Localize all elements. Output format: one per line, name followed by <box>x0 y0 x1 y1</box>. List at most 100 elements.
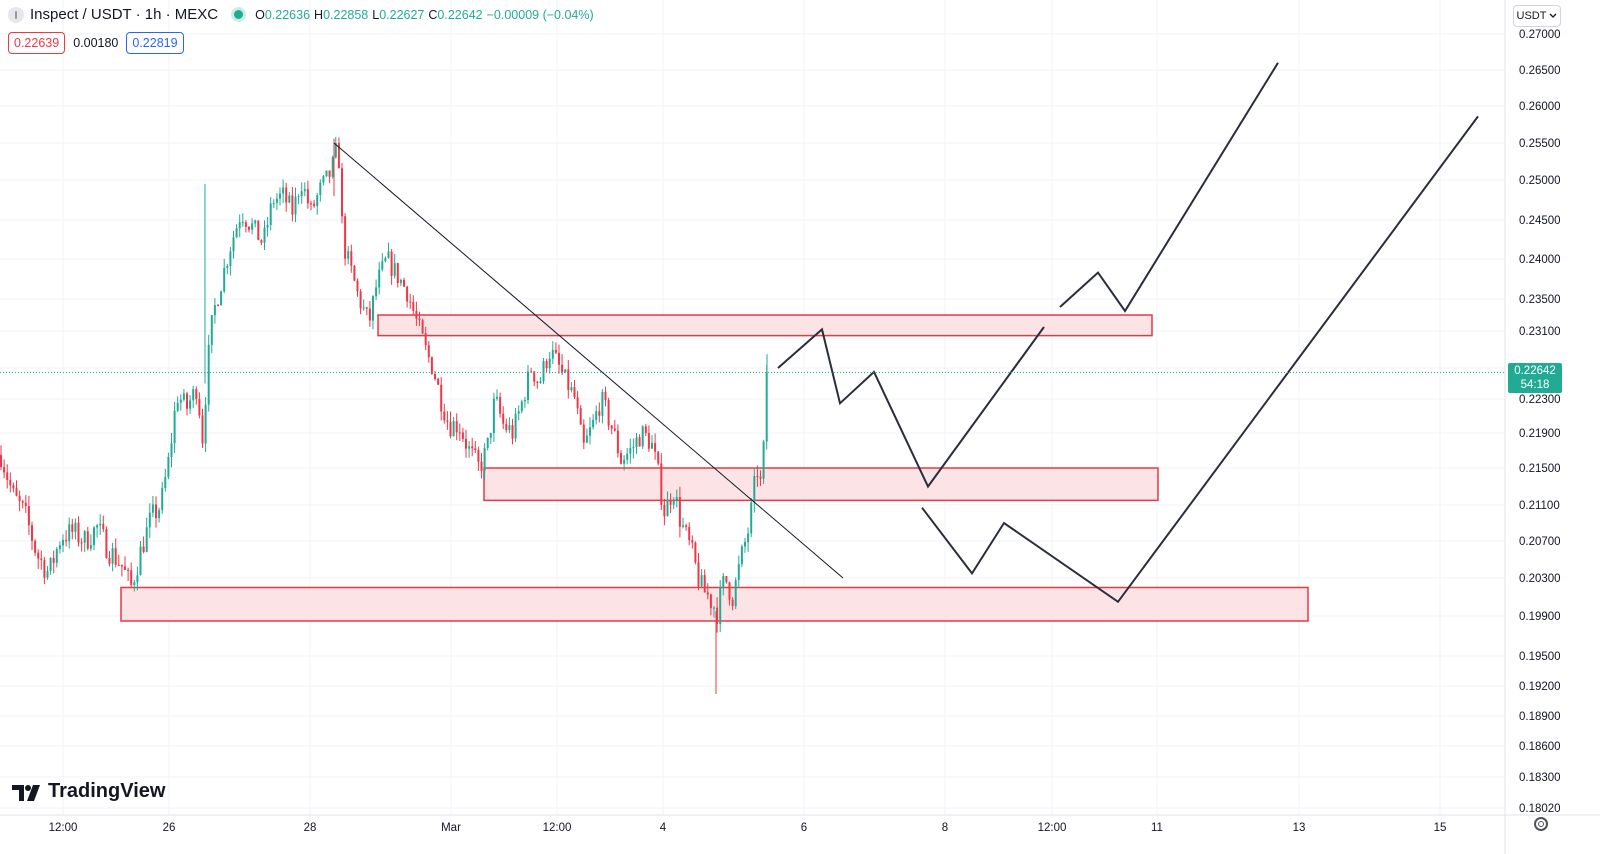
candle-body <box>406 286 409 302</box>
candle-body <box>18 495 21 502</box>
candle-body <box>483 448 486 471</box>
candle-body <box>750 502 753 534</box>
candle-body <box>713 607 715 609</box>
candle-body <box>127 569 130 571</box>
candle-body <box>765 372 768 442</box>
candle-body <box>455 421 458 433</box>
candle-body <box>378 269 381 288</box>
price-tick-label: 0.19900 <box>1519 611 1561 623</box>
candle-body <box>83 531 86 543</box>
candle-body <box>449 421 452 437</box>
time-tick-label: 12:00 <box>1038 822 1067 834</box>
time-tick-label: 11 <box>1151 822 1163 834</box>
tradingview-logo[interactable]: TradingView <box>12 780 165 803</box>
candle-body <box>418 318 421 321</box>
candle-body <box>644 426 647 434</box>
candle-body <box>387 251 390 258</box>
candle-body <box>421 320 424 334</box>
candle-body <box>164 476 167 489</box>
candle-body <box>489 433 492 438</box>
candle-body <box>443 411 446 421</box>
candle-body <box>322 176 325 183</box>
candle-body <box>551 349 554 359</box>
candle-body <box>86 531 89 549</box>
candle-body <box>437 378 440 385</box>
time-tick-label: 26 <box>163 822 176 834</box>
currency-selector[interactable]: USDT <box>1513 5 1561 27</box>
candle-body <box>170 443 173 458</box>
candle-body <box>502 413 505 424</box>
price-tick-label: 0.25000 <box>1519 175 1561 187</box>
candle-body <box>756 476 759 478</box>
sell-button[interactable]: 0.22639 <box>8 32 66 54</box>
candle-body <box>15 488 18 496</box>
projection-path <box>921 115 1479 604</box>
candle-body <box>43 560 46 578</box>
candle-body <box>688 526 691 541</box>
candle-body <box>520 401 523 412</box>
candle-body <box>722 576 725 588</box>
candle-body <box>706 592 709 595</box>
candle-body <box>691 540 694 543</box>
candle-body <box>207 344 210 405</box>
candle-body <box>685 525 688 527</box>
candle-body <box>124 566 126 570</box>
price-tick-label: 0.20700 <box>1519 536 1561 548</box>
price-tick-label: 0.19500 <box>1519 651 1561 663</box>
candle-body <box>725 576 728 583</box>
candle-body <box>362 307 365 309</box>
candle-body <box>201 415 204 444</box>
candle-body <box>266 225 269 228</box>
time-axis: 12:00 26 28 Mar 12:00 4 6 8 12:00 11 13 15 <box>0 814 1600 834</box>
bar-countdown: 54:18 <box>1520 379 1550 391</box>
candle-body <box>635 437 638 448</box>
candle-body <box>403 279 405 287</box>
ohlc-close: C0.22642 <box>428 7 483 22</box>
candle-body <box>554 349 557 353</box>
candle-body <box>458 432 461 434</box>
candle-body <box>517 411 520 414</box>
candle-body <box>375 287 378 297</box>
candle-body <box>325 170 328 177</box>
candle-body <box>34 540 37 553</box>
candle-body <box>647 433 650 449</box>
settings-gear-icon[interactable] <box>1534 817 1548 831</box>
candle-body <box>582 424 585 443</box>
candle-body <box>610 425 613 429</box>
candle-body <box>151 504 154 513</box>
candle-body <box>232 237 235 252</box>
candle-body <box>536 381 539 383</box>
ohlc-low: L0.22627 <box>372 7 425 22</box>
candle-body <box>58 545 61 549</box>
candle-body <box>740 546 743 565</box>
symbol-title[interactable]: Inspect / USDT · 1h · MEXC <box>30 6 219 23</box>
projection-path <box>1059 62 1279 313</box>
candle-body <box>461 432 464 439</box>
candle-body <box>9 480 12 486</box>
candle-body <box>393 263 396 276</box>
price-tick-label: 0.23500 <box>1519 294 1561 306</box>
candle-body <box>356 280 359 292</box>
candle-body <box>12 485 15 489</box>
candle-body <box>477 450 480 462</box>
candle-body <box>244 222 247 227</box>
buy-button[interactable]: 0.22819 <box>126 32 184 54</box>
candle-body <box>213 305 216 316</box>
candle-body <box>272 203 275 205</box>
market-status-icon[interactable] <box>234 10 244 19</box>
candle-body <box>241 222 244 224</box>
candle-body <box>737 564 740 581</box>
price-zone <box>483 467 1159 502</box>
candle-body <box>353 265 356 281</box>
candle-body <box>186 393 188 409</box>
candle-body <box>474 448 477 451</box>
candle-body <box>424 333 427 346</box>
candle-body <box>275 198 278 204</box>
candle-body <box>291 195 294 215</box>
candle-body <box>576 397 579 409</box>
price-tick-label: 0.26000 <box>1519 101 1561 113</box>
candle-body <box>108 557 111 564</box>
candle-body <box>669 500 672 505</box>
candle-body <box>161 488 164 511</box>
